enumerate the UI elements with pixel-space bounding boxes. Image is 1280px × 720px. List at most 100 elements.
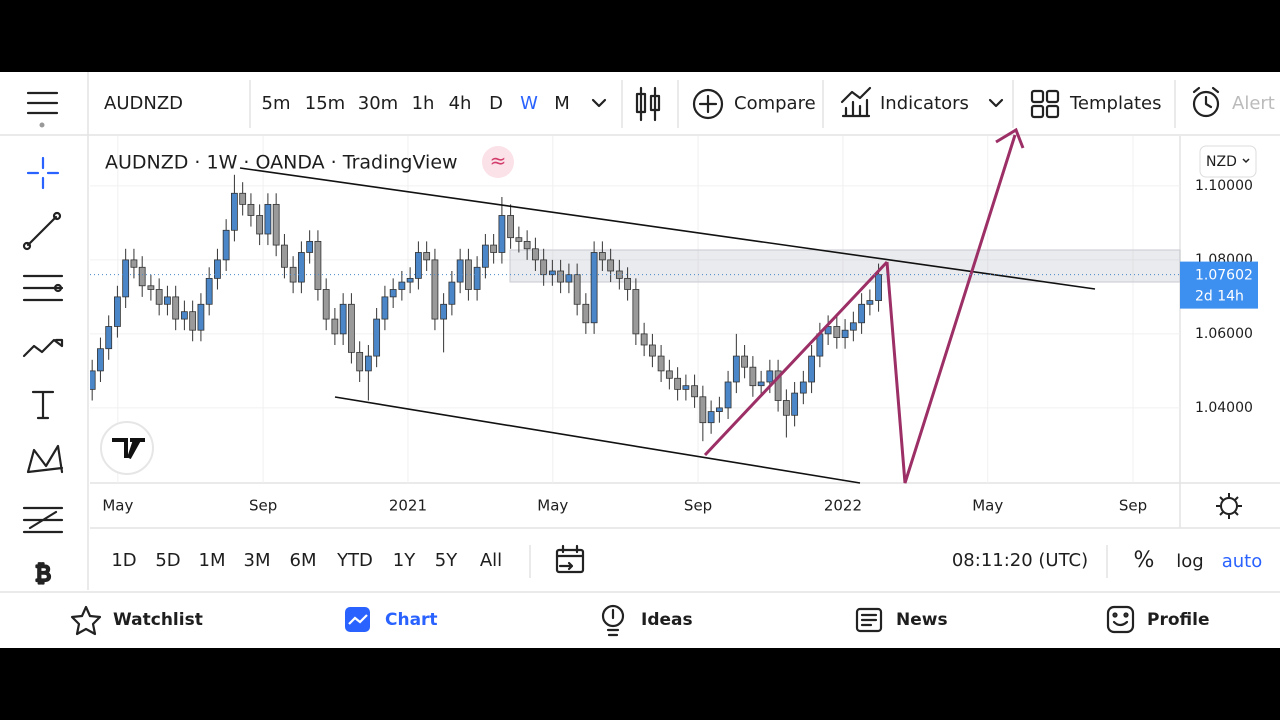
- candle-body: [164, 296, 171, 305]
- range-button[interactable]: 1M: [199, 550, 226, 571]
- range-button[interactable]: 6M: [290, 550, 317, 571]
- settings-button[interactable]: [1220, 497, 1238, 515]
- measure-tool[interactable]: [22, 506, 64, 534]
- candle-body: [197, 303, 205, 331]
- candle-body: [431, 259, 439, 320]
- candle-body: [180, 311, 188, 320]
- candle-body: [507, 215, 515, 239]
- candle-body: [782, 400, 790, 416]
- nav-item[interactable]: News: [896, 610, 948, 630]
- interval-button[interactable]: D: [489, 93, 503, 114]
- candle-body: [114, 296, 121, 327]
- candle-body: [791, 392, 799, 416]
- candle-body: [615, 270, 623, 279]
- range-group: 1D 5D 1M 3M 6M YTD 1Y 5Y All: [111, 550, 502, 571]
- interval-button[interactable]: 1h: [412, 93, 435, 114]
- chart-icon-line: [348, 614, 368, 625]
- crypto-tool[interactable]: ₿: [34, 561, 52, 588]
- candle-body: [657, 355, 665, 372]
- tv-logo-mark: [112, 438, 145, 459]
- trendline-tool[interactable]: [22, 211, 62, 251]
- candle-body: [155, 289, 163, 305]
- x-tick-label: Sep: [1119, 497, 1147, 515]
- candle-body: [440, 303, 448, 320]
- templates-button[interactable]: Templates: [1069, 93, 1162, 114]
- candle-body: [448, 281, 456, 305]
- nav-item[interactable]: Profile: [1147, 610, 1209, 630]
- candle-body: [749, 366, 757, 387]
- range-button[interactable]: 1D: [111, 550, 136, 571]
- range-button[interactable]: 5Y: [435, 550, 458, 571]
- candle-body: [406, 277, 414, 283]
- interval-button[interactable]: M: [554, 93, 570, 114]
- indicator-badge-icon: ≈: [490, 149, 507, 173]
- percent-toggle[interactable]: %: [1134, 548, 1155, 573]
- candle-body: [732, 355, 740, 383]
- range-button[interactable]: 3M: [244, 550, 271, 571]
- candle-body: [130, 259, 138, 268]
- upper-channel-line: [239, 167, 1096, 290]
- indicators-dropdown[interactable]: [988, 98, 1004, 108]
- go-to-date[interactable]: [555, 544, 585, 574]
- nav-item[interactable]: Ideas: [641, 610, 693, 630]
- candle-body: [841, 329, 849, 338]
- indicator-badge[interactable]: [482, 146, 514, 178]
- candles: [90, 174, 882, 442]
- candle-body: [306, 240, 314, 253]
- lower-channel-line: [334, 396, 861, 484]
- interval-button[interactable]: 5m: [262, 93, 291, 114]
- candle-body: [322, 289, 330, 320]
- candle-body: [741, 355, 749, 368]
- menu-dot: [39, 122, 45, 128]
- range-button[interactable]: 1Y: [393, 550, 416, 571]
- range-button[interactable]: All: [480, 550, 502, 571]
- log-toggle[interactable]: log: [1176, 551, 1203, 572]
- x-tick-label: May: [102, 497, 133, 515]
- candle-body: [256, 215, 264, 235]
- candle-body: [875, 274, 882, 301]
- candle-body: [648, 344, 656, 357]
- candle-body: [757, 381, 765, 387]
- candle-body: [473, 266, 481, 290]
- indicators-button[interactable]: Indicators: [880, 93, 969, 114]
- pattern-tool[interactable]: [22, 338, 64, 358]
- candle-body: [724, 381, 732, 409]
- interval-button[interactable]: 4h: [449, 93, 472, 114]
- candle-body: [348, 303, 355, 353]
- interval-button[interactable]: W: [520, 93, 538, 114]
- candle-body: [674, 377, 682, 390]
- range-bar: 1D 5D 1M 3M 6M YTD 1Y 5Y All 08:11:20 (UTC) % lo…: [90, 527, 1280, 578]
- candle-body: [456, 259, 464, 283]
- indicators-icon: [840, 86, 872, 118]
- candle-body: [774, 370, 782, 401]
- candle-body: [172, 296, 180, 320]
- wedge-line: [703, 260, 889, 457]
- nav-item[interactable]: Watchlist: [113, 610, 203, 630]
- candle-body: [247, 203, 255, 216]
- currency-box[interactable]: [1199, 145, 1257, 178]
- symbol-button[interactable]: AUDNZD: [104, 93, 183, 114]
- range-button[interactable]: 5D: [155, 550, 180, 571]
- crosshair-tool[interactable]: [26, 156, 60, 190]
- compare-button[interactable]: Compare: [734, 93, 816, 114]
- menu-button[interactable]: [26, 91, 59, 115]
- auto-toggle[interactable]: auto: [1222, 551, 1263, 572]
- interval-button[interactable]: 30m: [358, 93, 398, 114]
- candle-body: [665, 370, 673, 379]
- candle-body: [364, 355, 372, 372]
- text-tool[interactable]: [31, 390, 55, 420]
- candle-body: [381, 296, 389, 320]
- candle-body: [272, 203, 280, 246]
- chart-type-button[interactable]: [635, 86, 661, 122]
- profile-icon: [1106, 605, 1135, 634]
- interval-dropdown[interactable]: [591, 98, 607, 108]
- fib-tool[interactable]: [22, 274, 64, 302]
- candle-body: [339, 303, 347, 335]
- range-button[interactable]: YTD: [336, 550, 373, 571]
- nav-item[interactable]: Chart: [385, 610, 438, 630]
- alert-button[interactable]: Alert: [1232, 93, 1275, 114]
- interval-button[interactable]: 15m: [305, 93, 345, 114]
- xabcd-tool[interactable]: [26, 444, 64, 474]
- candle-body: [331, 318, 339, 335]
- candle-body: [799, 381, 807, 394]
